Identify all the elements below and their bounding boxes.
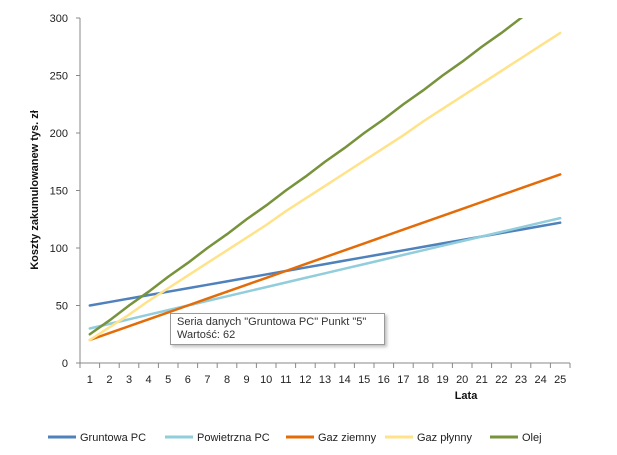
y-tick-label: 100: [50, 243, 68, 255]
x-tick-label: 6: [185, 374, 191, 386]
x-axis-title: Lata: [455, 390, 479, 402]
x-tick-label: 11: [280, 374, 291, 386]
y-tick-label: 150: [50, 186, 68, 198]
data-tooltip: Seria danych "Gruntowa PC" Punkt "5" War…: [170, 313, 385, 345]
x-tick-label: 13: [319, 374, 331, 386]
x-tick-label: 15: [358, 374, 370, 386]
x-axis: 1 2 3 4 5 6 7 8 9 10 11 12 13 14 15 16 17 18 19 20 21 22 23 24 2…: [79, 363, 571, 386]
tooltip-value-line: Wartość: 62: [177, 329, 236, 341]
x-tick-label: 22: [495, 374, 507, 386]
legend-label-powietrzna-pc: Powietrzna PC: [197, 432, 270, 444]
x-tick-label: 5: [165, 374, 171, 386]
x-tick-label: 12: [299, 374, 311, 386]
y-tick-label: 300: [50, 13, 68, 25]
x-tick-label: 9: [244, 374, 250, 386]
x-tick-label: 23: [515, 374, 527, 386]
legend-label-gruntowa-pc: Gruntowa PC: [80, 432, 146, 444]
x-tick-label: 20: [456, 374, 468, 386]
x-tick-label: 14: [338, 374, 350, 386]
x-tick-label: 3: [126, 374, 132, 386]
x-tick-label: 24: [534, 374, 546, 386]
x-tick-label: 8: [224, 374, 230, 386]
series-line-olej[interactable]: [88, 0, 560, 336]
legend-label-gaz-p-ynny: Gaz płynny: [417, 432, 473, 444]
y-tick-label: 0: [62, 358, 68, 370]
x-tick-label: 25: [554, 374, 566, 386]
y-tick-label: 250: [50, 71, 68, 83]
plot-area: [88, 0, 562, 342]
y-tick-label: 200: [50, 128, 68, 140]
tooltip-series-line: Seria danych "Gruntowa PC" Punkt "5": [177, 316, 367, 328]
x-tick-label: 4: [146, 374, 152, 386]
x-tick-label: 18: [417, 374, 429, 386]
series-line-gaz-ziemny[interactable]: [88, 173, 562, 342]
y-axis-title: Koszty zakumulowanew tys. zł: [29, 110, 41, 270]
series-line-powietrzna-pc[interactable]: [88, 216, 562, 330]
y-axis: 0 50 100 150 200 250 300: [50, 13, 80, 370]
series-line-gaz-p-ynny[interactable]: [88, 31, 562, 342]
x-tick-label: 16: [378, 374, 390, 386]
legend: Gruntowa PC Powietrzna PC Gaz ziemny Gaz pł…: [48, 432, 542, 444]
x-tick-label: 17: [397, 374, 409, 386]
x-tick-label: 10: [260, 374, 272, 386]
y-tick-label: 50: [56, 301, 68, 313]
x-tick-label: 19: [436, 374, 448, 386]
x-tick-label: 7: [204, 374, 210, 386]
legend-label-olej: Olej: [522, 432, 542, 444]
legend-label-gaz-ziemny: Gaz ziemny: [318, 432, 377, 444]
x-tick-label: 21: [476, 374, 488, 386]
x-tick-label: 1: [87, 374, 93, 386]
x-tick-label: 2: [106, 374, 112, 386]
